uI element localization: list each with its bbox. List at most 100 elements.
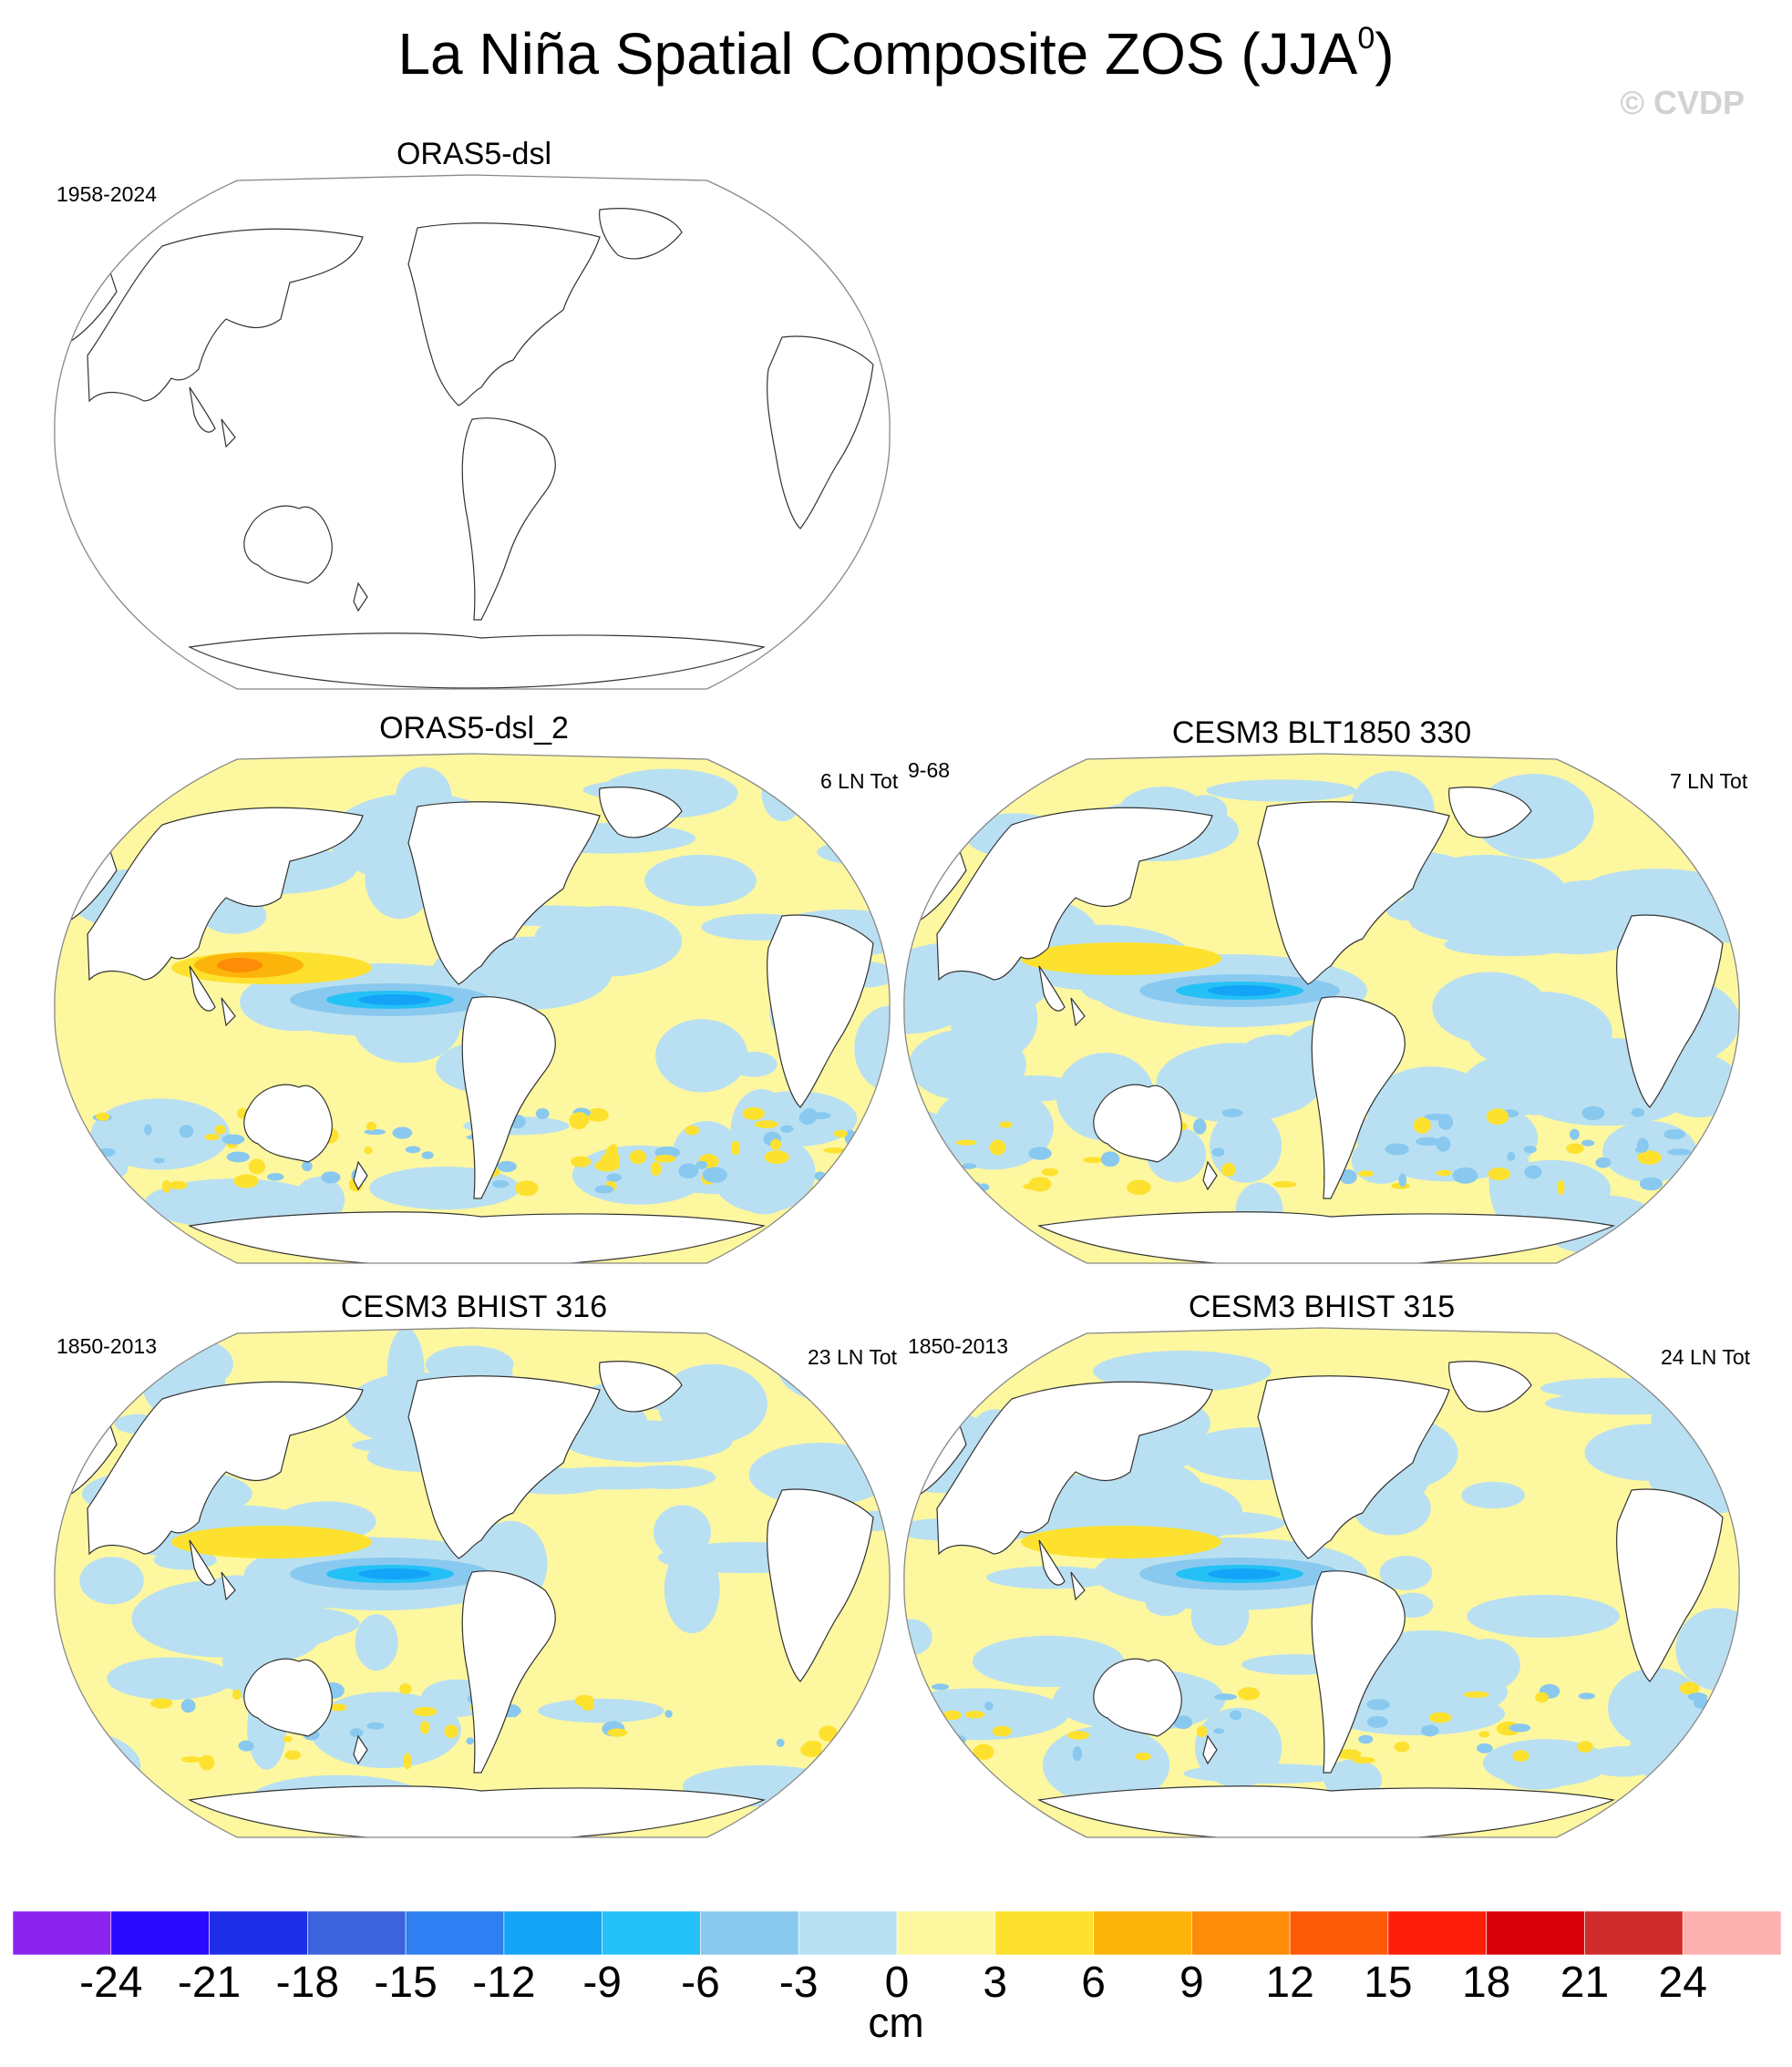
panel-left-label-1: 1958-2024 xyxy=(57,182,157,206)
anomaly-speck xyxy=(992,1725,1013,1737)
map-panel-5 xyxy=(903,1327,1740,1838)
anomaly-speck xyxy=(833,1129,849,1137)
colorbar-swatch xyxy=(602,1910,701,1956)
anomaly-patch xyxy=(1646,1426,1740,1515)
anomaly-patch xyxy=(1544,1392,1709,1415)
anomaly-speck xyxy=(1578,1692,1595,1700)
colorbar-tick-label: -3 xyxy=(778,1959,819,2007)
anomaly-speck xyxy=(1476,1743,1493,1753)
colorbar-tick-label: -18 xyxy=(275,1959,340,2007)
anomaly-speck xyxy=(1478,1731,1490,1738)
anomaly-speck xyxy=(1213,1728,1225,1734)
colorbar-tick-label: 21 xyxy=(1560,1959,1610,2007)
ocean-field xyxy=(54,1328,891,1837)
anomaly-speck xyxy=(955,1139,977,1146)
anomaly-speck xyxy=(179,1125,194,1138)
land-namerica xyxy=(407,1375,601,1559)
anomaly-speck xyxy=(1415,1136,1440,1147)
anomaly-speck xyxy=(366,1722,385,1730)
anomaly-patch xyxy=(538,1698,664,1723)
anomaly-speck xyxy=(1221,1108,1243,1117)
anomaly-patch xyxy=(644,854,757,907)
colorbar-swatch xyxy=(994,1910,1094,1956)
anomaly-speck xyxy=(169,1180,188,1189)
anomaly-speck xyxy=(1213,1693,1238,1701)
anomaly-eq-core xyxy=(1208,1568,1281,1579)
anomaly-speck xyxy=(364,1146,373,1155)
anomaly-speck xyxy=(180,1699,196,1713)
anomaly-patch xyxy=(933,1357,1000,1385)
anomaly-patch xyxy=(972,1635,1125,1688)
anomaly-speck xyxy=(143,1124,152,1136)
map-outline xyxy=(54,174,891,690)
anomaly-speck xyxy=(1486,1108,1509,1126)
colorbar-tick-label: 18 xyxy=(1461,1959,1511,2007)
anomaly-speck xyxy=(1135,1753,1151,1761)
anomaly-patch xyxy=(1461,1481,1525,1509)
anomaly-warm-pool xyxy=(217,958,263,972)
land-nz xyxy=(1202,1160,1218,1191)
land-africa xyxy=(767,1488,874,1682)
anomaly-speck xyxy=(60,1733,83,1742)
panel-right-label-2: 6 LN Tot xyxy=(820,769,899,793)
anomaly-patch xyxy=(903,1619,932,1656)
anomaly-speck xyxy=(214,1125,226,1135)
anomaly-patch xyxy=(1206,779,1357,802)
anomaly-speck xyxy=(1358,1734,1374,1744)
land-samerica xyxy=(1311,996,1406,1199)
anomaly-speck xyxy=(823,1147,847,1154)
anomaly-patch xyxy=(1379,1555,1433,1590)
land-africa xyxy=(767,335,874,530)
anomaly-speck xyxy=(1509,1723,1531,1733)
anomaly-speck xyxy=(1437,1114,1454,1130)
colorbar-swatch xyxy=(798,1910,898,1956)
anomaly-speck xyxy=(654,1155,676,1163)
anomaly-speck xyxy=(150,1698,173,1709)
ocean-field xyxy=(54,754,891,1263)
panel-right-label-3: 7 LN Tot xyxy=(1670,769,1748,793)
anomaly-speck xyxy=(569,1114,588,1130)
anomaly-speck xyxy=(1211,1147,1225,1157)
anomaly-speck xyxy=(1581,1139,1595,1147)
anomaly-speck xyxy=(302,1160,313,1172)
map-outline xyxy=(903,1327,1740,1838)
anomaly-speck xyxy=(1507,1151,1516,1161)
colorbar-tick-label: -21 xyxy=(177,1959,242,2007)
figure-title-text: La Niña Spatial Composite ZOS (JJA xyxy=(397,21,1358,87)
anomaly-speck xyxy=(776,1738,785,1747)
land-seasia xyxy=(1038,965,1086,1027)
anomaly-patch xyxy=(107,1657,233,1701)
colorbar-swatch xyxy=(1191,1910,1291,1956)
land-africa xyxy=(1616,914,1724,1108)
anomaly-speck xyxy=(238,1740,254,1752)
anomaly-speck xyxy=(403,1753,412,1770)
anomaly-speck xyxy=(1196,1725,1208,1738)
anomaly-speck xyxy=(1221,1162,1236,1177)
anomaly-speck xyxy=(54,1178,63,1186)
land-africa xyxy=(767,914,874,1108)
anomaly-patch xyxy=(79,1557,144,1605)
anomaly-speck xyxy=(283,1735,293,1743)
anomaly-speck xyxy=(1666,1148,1692,1156)
anomaly-speck xyxy=(1428,1712,1452,1723)
anomaly-speck xyxy=(1366,1699,1390,1711)
anomaly-patch xyxy=(734,1091,858,1147)
colorbar-tick-label: 9 xyxy=(1179,1959,1204,2007)
anomaly-speck xyxy=(989,1139,1006,1156)
anomaly-warm-pool xyxy=(171,1526,372,1558)
anomaly-speck xyxy=(466,1737,474,1745)
anomaly-speck xyxy=(364,1128,386,1136)
land-seasia xyxy=(189,965,236,1027)
anomaly-speck xyxy=(702,1167,727,1183)
anomaly-speck xyxy=(54,1108,66,1119)
colorbar xyxy=(12,1910,1782,1956)
anomaly-patch xyxy=(1042,1725,1170,1805)
land-nz xyxy=(353,581,368,612)
colorbar-tick-label: -12 xyxy=(472,1959,536,2007)
land-australia xyxy=(243,1658,333,1737)
anomaly-speck xyxy=(1569,1128,1580,1140)
anomaly-speck xyxy=(1452,1167,1478,1184)
anomaly-speck xyxy=(248,1158,266,1175)
anomaly-warm-pool xyxy=(1021,942,1221,975)
land-samerica xyxy=(461,417,556,621)
